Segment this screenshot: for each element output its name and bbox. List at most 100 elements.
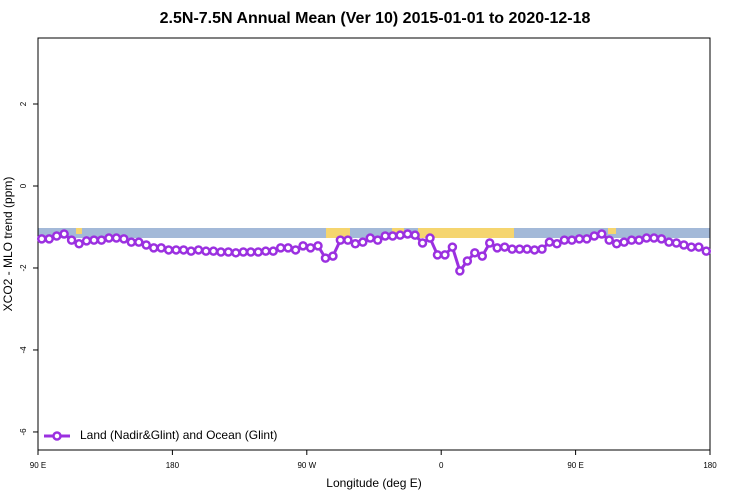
- data-point: [634, 235, 644, 245]
- chart-title: 2.5N-7.5N Annual Mean (Ver 10) 2015-01-0…: [160, 10, 591, 27]
- data-point: [395, 230, 405, 240]
- data-point: [260, 246, 271, 256]
- data-point: [387, 231, 398, 241]
- x-tick-label: 180: [166, 461, 180, 470]
- data-point: [268, 246, 278, 256]
- data-point: [231, 248, 241, 258]
- data-point: [440, 250, 450, 260]
- data-point: [111, 233, 122, 243]
- data-point: [208, 246, 219, 256]
- data-point: [686, 242, 697, 252]
- data-point: [156, 243, 166, 253]
- y-tick-label: -2: [19, 264, 28, 272]
- data-point: [447, 242, 458, 252]
- land-patch: [76, 228, 82, 234]
- legend-marker: [52, 431, 62, 441]
- data-point: [335, 235, 346, 245]
- legend-label: Land (Nadir&Glint) and Ocean (Glint): [80, 428, 277, 442]
- data-point: [641, 233, 652, 243]
- data-point: [216, 247, 226, 257]
- data-point: [619, 237, 629, 247]
- data-point: [507, 244, 517, 254]
- data-point: [126, 237, 137, 247]
- data-point: [223, 247, 234, 257]
- data-point: [104, 233, 114, 243]
- data-point: [253, 247, 264, 257]
- data-point: [178, 245, 189, 255]
- data-point: [425, 233, 435, 243]
- data-point: [462, 256, 473, 266]
- data-point: [701, 246, 712, 256]
- data-point: [410, 230, 420, 240]
- data-point: [328, 251, 338, 261]
- data-point: [649, 233, 659, 243]
- land-patch: [608, 228, 616, 234]
- data-point: [372, 235, 383, 245]
- data-point: [529, 245, 540, 255]
- ocean-band: [38, 228, 710, 238]
- data-point: [679, 240, 689, 250]
- data-point: [694, 242, 704, 252]
- x-tick-label: 0: [439, 461, 444, 470]
- data-point: [380, 231, 390, 241]
- data-point: [492, 243, 502, 253]
- data-point: [134, 237, 144, 247]
- data-point: [499, 242, 510, 252]
- data-point: [186, 246, 196, 256]
- x-tick-label: 180: [703, 461, 717, 470]
- data-point: [626, 235, 637, 245]
- data-point: [417, 238, 428, 248]
- data-point: [559, 235, 570, 245]
- data-point: [74, 239, 84, 249]
- data-point: [283, 243, 293, 253]
- data-point: [96, 235, 107, 245]
- data-point: [36, 234, 47, 244]
- data-point: [171, 245, 181, 255]
- y-tick-label: -6: [19, 428, 28, 436]
- data-point: [484, 238, 495, 248]
- data-point: [514, 244, 525, 254]
- data-point: [365, 233, 376, 243]
- data-point: [537, 244, 547, 254]
- data-point: [477, 251, 488, 261]
- data-point: [51, 231, 62, 241]
- data-point: [582, 234, 592, 244]
- data-point: [193, 245, 204, 255]
- land-patch: [326, 228, 350, 238]
- data-point: [201, 246, 211, 256]
- data-point: [664, 237, 674, 247]
- y-tick-label: -4: [19, 346, 28, 354]
- data-point: [290, 245, 301, 255]
- x-tick-label: 90 W: [297, 461, 316, 470]
- data-point: [589, 231, 600, 241]
- data-point: [238, 247, 249, 257]
- data-point: [343, 235, 353, 245]
- data-point: [59, 229, 69, 239]
- data-point: [656, 234, 667, 244]
- data-point: [163, 245, 174, 255]
- data-point: [455, 266, 465, 276]
- data-point: [305, 243, 316, 253]
- data-point: [298, 241, 308, 251]
- x-tick-label: 90 E: [30, 461, 46, 470]
- data-point: [432, 250, 443, 260]
- y-tick-label: 0: [19, 183, 28, 188]
- data-point: [522, 244, 532, 254]
- data-point: [320, 253, 331, 263]
- data-point: [574, 234, 585, 244]
- data-point: [350, 239, 361, 249]
- data-point: [246, 247, 256, 257]
- data-point: [313, 241, 323, 251]
- data-point: [141, 240, 152, 250]
- data-point: [275, 243, 286, 253]
- data-point: [470, 248, 480, 258]
- data-point: [119, 234, 129, 244]
- data-point: [544, 237, 555, 247]
- land-patch: [418, 228, 514, 238]
- y-tick-label: 2: [19, 101, 28, 106]
- data-point: [604, 235, 614, 245]
- data-point: [552, 239, 562, 249]
- plot-frame: [37, 37, 711, 451]
- data-point: [81, 236, 92, 246]
